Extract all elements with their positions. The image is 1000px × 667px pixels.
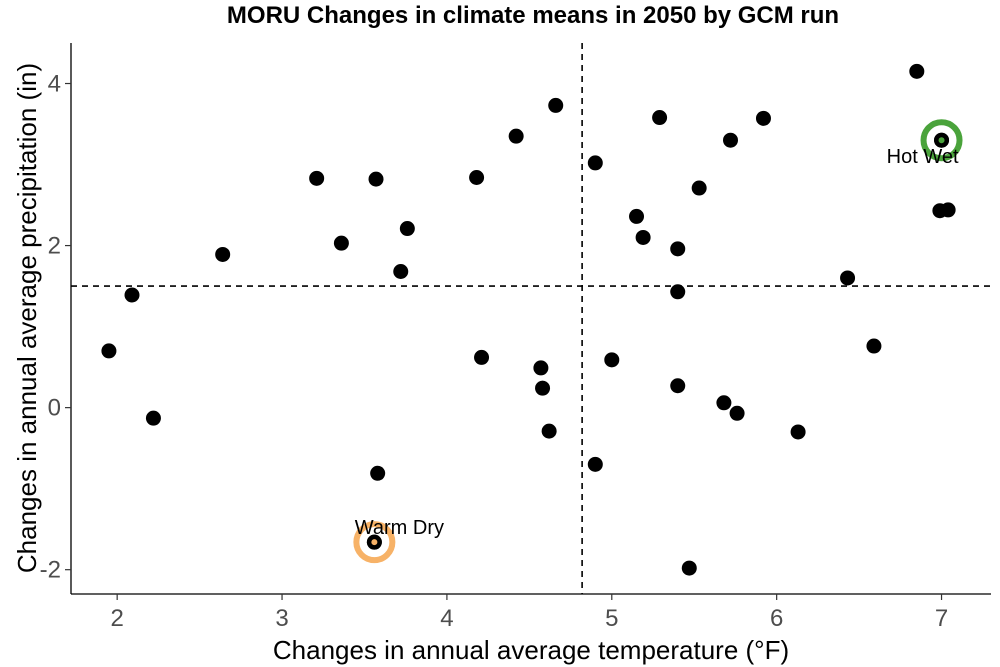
data-point [145, 410, 161, 426]
y-tick-label: 0 [48, 395, 61, 422]
highlight-ring [920, 119, 963, 162]
highlight-label: Warm Dry [355, 517, 444, 539]
data-point [909, 63, 925, 79]
highlight-ring [353, 521, 396, 564]
x-axis-ticks: 2 3 4 5 6 7 [110, 594, 948, 632]
data-point [101, 343, 117, 359]
data-point [691, 180, 707, 196]
data-point [399, 221, 415, 237]
data-point [681, 560, 697, 576]
data-point [587, 456, 603, 472]
highlight-label: Hot Wet [887, 146, 959, 168]
x-tick-label: 5 [605, 605, 618, 632]
data-point [670, 241, 686, 257]
data-point [940, 202, 956, 218]
plot-area: Hot Wet Warm Dry [71, 43, 991, 594]
x-axis-title: Changes in annual average temperature (°… [273, 635, 789, 665]
data-point [215, 246, 231, 262]
data-point [474, 349, 490, 365]
highlight-point-center [938, 137, 945, 144]
highlight-point-center [371, 539, 378, 546]
data-point [652, 110, 668, 126]
data-point [587, 155, 603, 171]
x-tick-label: 4 [440, 605, 453, 632]
data-point [333, 235, 349, 251]
data-point [541, 423, 557, 439]
data-point [716, 395, 732, 411]
data-point [840, 270, 856, 286]
x-tick-label: 6 [770, 605, 783, 632]
data-point [790, 424, 806, 440]
x-tick-label: 3 [275, 605, 288, 632]
x-tick-label: 2 [110, 605, 123, 632]
data-point [469, 170, 485, 186]
data-points [101, 63, 956, 576]
data-point [635, 229, 651, 245]
reference-lines [71, 43, 991, 594]
x-tick-label: 7 [935, 605, 948, 632]
chart-title: MORU Changes in climate means in 2050 by… [227, 2, 839, 29]
data-point [755, 110, 771, 126]
y-axis-ticks: -2 0 2 4 [40, 71, 71, 584]
data-point [722, 132, 738, 148]
data-point [535, 380, 551, 396]
data-point [604, 352, 620, 368]
y-axis-title: Changes in annual average precipitation … [12, 63, 42, 573]
data-point [548, 97, 564, 113]
data-point [629, 208, 645, 224]
data-point [533, 360, 549, 376]
data-point [729, 405, 745, 421]
data-point [393, 264, 409, 280]
data-point [368, 171, 384, 187]
data-point [370, 465, 386, 481]
data-point [508, 128, 524, 144]
y-tick-label: 2 [48, 233, 61, 260]
data-point [124, 287, 140, 303]
data-point [309, 170, 325, 186]
data-point [670, 284, 686, 300]
highlight-rings: Hot Wet Warm Dry [353, 119, 963, 564]
data-point [670, 378, 686, 394]
data-point [866, 338, 882, 354]
y-tick-label: 4 [48, 71, 61, 98]
y-tick-label: -2 [40, 557, 61, 584]
